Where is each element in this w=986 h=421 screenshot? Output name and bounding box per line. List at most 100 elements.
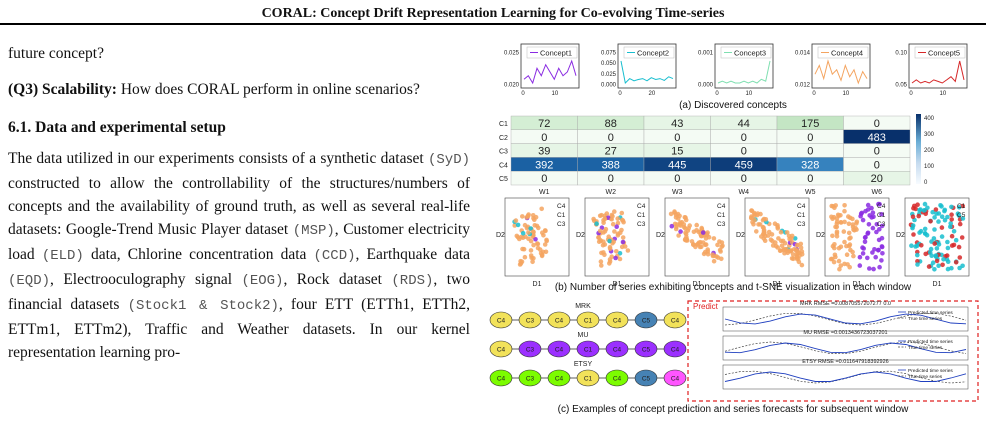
tsne-point bbox=[842, 261, 847, 267]
colorbar-tick: 200 bbox=[924, 148, 935, 154]
concept-xtick: 0 bbox=[909, 91, 913, 97]
forecast-panel bbox=[722, 364, 969, 390]
heatmap-value: 0 bbox=[741, 173, 747, 185]
heatmap-value: 483 bbox=[868, 132, 886, 144]
tsne-point bbox=[874, 222, 880, 227]
tsne-point bbox=[911, 232, 916, 237]
concept-ytick: 0.05 bbox=[895, 83, 907, 89]
tsne-point bbox=[949, 243, 955, 248]
heatmap-value: 0 bbox=[874, 146, 880, 158]
heatmap-row-label: C5 bbox=[499, 176, 508, 183]
tsne-axis-label: D1 bbox=[533, 281, 542, 288]
dataset-code: (RDS) bbox=[391, 273, 434, 289]
tsne-legend-label: C1 bbox=[637, 212, 646, 219]
tsne-point bbox=[591, 216, 596, 222]
tsne-point bbox=[625, 248, 631, 253]
tsne-point bbox=[933, 253, 939, 258]
concept-node bbox=[663, 369, 687, 387]
tsne-point bbox=[928, 246, 934, 252]
body-text: data, Chlorine concentration data bbox=[83, 246, 314, 263]
heatmap-value: 0 bbox=[741, 146, 747, 158]
concept-node-label: C4 bbox=[497, 347, 506, 354]
tsne-point bbox=[531, 229, 536, 235]
tsne-point bbox=[668, 211, 674, 217]
concept-legend-box bbox=[817, 46, 869, 59]
concept-node bbox=[605, 340, 629, 358]
tsne-point bbox=[779, 243, 785, 248]
concept-line bbox=[717, 60, 771, 84]
concept-ytick: 0.025 bbox=[504, 51, 520, 57]
tsne-legend-label: C4 bbox=[877, 203, 886, 210]
tsne-point bbox=[836, 245, 842, 251]
concept-ytick: 0.000 bbox=[698, 83, 714, 89]
tsne-point bbox=[957, 265, 962, 271]
tsne-axis-label: D2 bbox=[736, 232, 745, 239]
tsne-point bbox=[956, 244, 962, 250]
concept-node-label: C4 bbox=[555, 318, 564, 325]
concept-node bbox=[663, 311, 687, 329]
tsne-point bbox=[601, 250, 606, 255]
tsne-point bbox=[794, 242, 800, 248]
tsne-point bbox=[775, 226, 781, 231]
tsne-point bbox=[717, 239, 722, 244]
tsne-axis-label: D1 bbox=[933, 281, 942, 288]
paragraph-data-setup: The data utilized in our experiments con… bbox=[8, 147, 470, 364]
tsne-point bbox=[933, 207, 939, 212]
tsne-point bbox=[865, 255, 870, 261]
forecast-title: MRK RMSE =0.00870557207277 0.0 bbox=[800, 301, 891, 307]
concept-legend-box bbox=[914, 46, 966, 59]
tsne-point bbox=[711, 236, 717, 241]
body-text: , Earthquake data bbox=[355, 246, 471, 263]
tsne-point bbox=[830, 216, 835, 221]
tsne-legend-label: C4 bbox=[637, 203, 646, 210]
heatmap-value: 175 bbox=[801, 118, 819, 130]
tsne-point bbox=[611, 239, 616, 245]
tsne-point bbox=[700, 230, 706, 235]
tsne-point bbox=[542, 242, 548, 247]
tsne-point bbox=[879, 223, 885, 229]
tsne-point bbox=[844, 243, 849, 249]
concept-xtick: 0 bbox=[812, 91, 816, 97]
tsne-point bbox=[597, 228, 603, 234]
tsne-point bbox=[949, 212, 954, 217]
tsne-point bbox=[694, 228, 699, 233]
dataset-code: (ELD) bbox=[41, 248, 84, 264]
tsne-point bbox=[842, 203, 847, 208]
tsne-point bbox=[520, 231, 526, 236]
tsne-point bbox=[877, 201, 882, 207]
tsne-point bbox=[956, 205, 962, 210]
tsne-point bbox=[934, 211, 939, 216]
tsne-point bbox=[939, 225, 945, 230]
tsne-point bbox=[948, 221, 953, 226]
forecast-row-label: MU bbox=[578, 332, 589, 339]
concept-ytick: 0.012 bbox=[795, 83, 811, 89]
heatmap-value: 0 bbox=[807, 173, 813, 185]
heatmap-value: 27 bbox=[605, 146, 617, 158]
tsne-point bbox=[522, 222, 528, 228]
predicted-series-line bbox=[724, 313, 967, 325]
tsne-point bbox=[798, 245, 804, 250]
tsne-point bbox=[857, 254, 863, 260]
tsne-point bbox=[847, 264, 852, 270]
tsne-point bbox=[530, 259, 535, 265]
caption-b: (b) Number of series exhibiting concepts… bbox=[554, 282, 912, 293]
tsne-point bbox=[683, 232, 689, 237]
tsne-point bbox=[669, 223, 675, 229]
tsne-point bbox=[600, 242, 606, 248]
tsne-point bbox=[832, 205, 837, 211]
concept-node-label: C4 bbox=[613, 376, 622, 383]
tsne-point bbox=[940, 262, 945, 268]
dataset-code: (EOG) bbox=[241, 273, 284, 289]
tsne-point bbox=[788, 248, 794, 254]
concept-node bbox=[605, 311, 629, 329]
tsne-point bbox=[620, 239, 626, 245]
tsne-point bbox=[847, 242, 853, 247]
tsne-point bbox=[828, 256, 834, 262]
tsne-point bbox=[617, 256, 623, 262]
tsne-point bbox=[953, 260, 959, 265]
tsne-point bbox=[748, 215, 754, 221]
tsne-point bbox=[604, 211, 610, 216]
tsne-legend-label: C3 bbox=[877, 221, 886, 228]
legend-true-label: True time series bbox=[908, 374, 943, 380]
